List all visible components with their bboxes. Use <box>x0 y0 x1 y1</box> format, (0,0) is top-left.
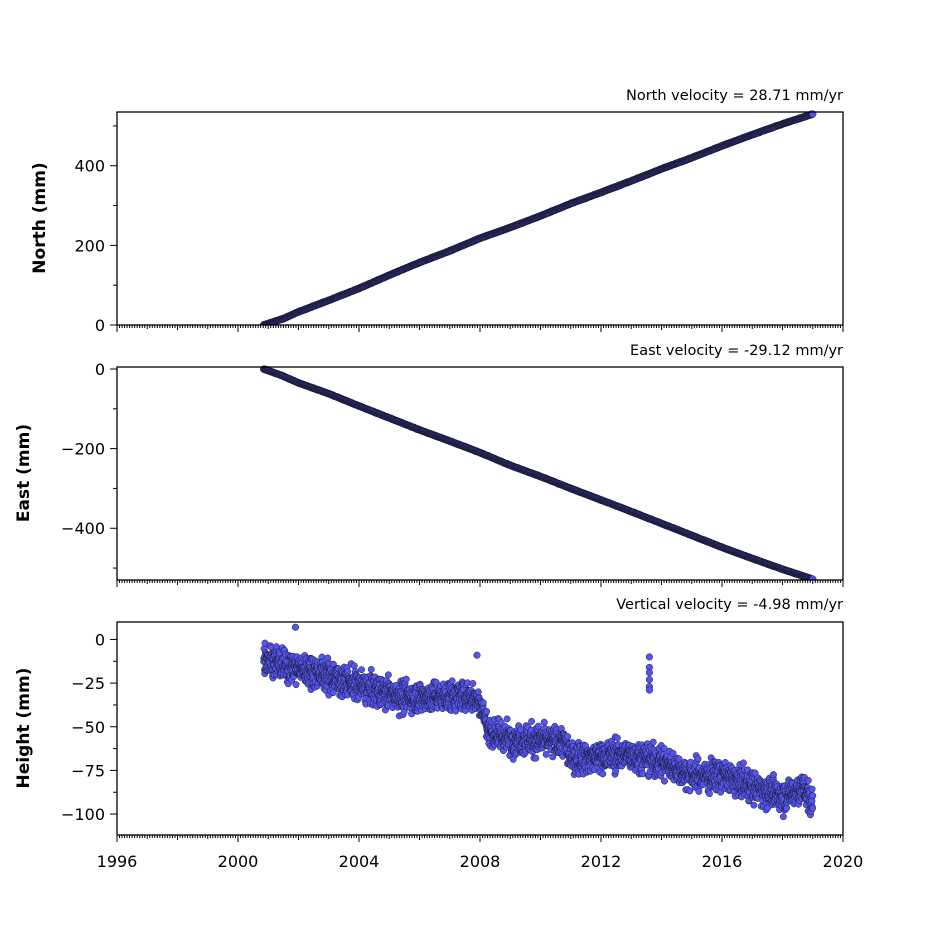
data-point <box>329 689 337 697</box>
height-panel: Vertical velocity = -4.98 mm/yr Height (… <box>14 597 863 871</box>
data-point <box>809 575 817 580</box>
data-point <box>292 681 300 689</box>
east-scatter-points <box>260 365 817 580</box>
y-tick-label: 0 <box>95 360 105 379</box>
east-y-ticks: 0 −200 −400 <box>61 360 117 569</box>
north-y-axis-label: North (mm) <box>30 162 50 273</box>
north-velocity-title: North velocity = 28.71 mm/yr <box>626 88 843 104</box>
data-point <box>448 677 456 685</box>
height-scatter-points <box>260 623 817 821</box>
east-plot-frame <box>116 366 844 581</box>
y-tick-label: 400 <box>74 157 105 176</box>
y-tick-label: 200 <box>74 236 105 255</box>
north-y-ticks: 0 200 400 <box>74 125 117 335</box>
north-plot-frame <box>116 111 844 326</box>
north-scatter-points <box>260 110 817 325</box>
east-x-ticks <box>116 580 844 587</box>
data-point <box>367 665 375 673</box>
east-velocity-title: East velocity = -29.12 mm/yr <box>630 343 843 359</box>
north-panel: North velocity = 28.71 mm/yr North (mm) … <box>30 88 844 335</box>
y-tick-label: −200 <box>61 440 105 459</box>
data-point <box>384 671 392 679</box>
data-point <box>402 675 410 683</box>
vertical-velocity-title: Vertical velocity = -4.98 mm/yr <box>616 597 843 613</box>
y-tick-label: −400 <box>61 519 105 538</box>
north-x-ticks <box>116 325 844 332</box>
data-point <box>358 666 365 674</box>
east-panel: East velocity = -29.12 mm/yr East (mm) 0… <box>14 343 844 587</box>
east-y-axis-label: East (mm) <box>14 424 34 522</box>
data-point <box>350 662 358 670</box>
height-y-axis-label: Height (mm) <box>14 668 34 789</box>
y-tick-label: 0 <box>95 316 105 335</box>
